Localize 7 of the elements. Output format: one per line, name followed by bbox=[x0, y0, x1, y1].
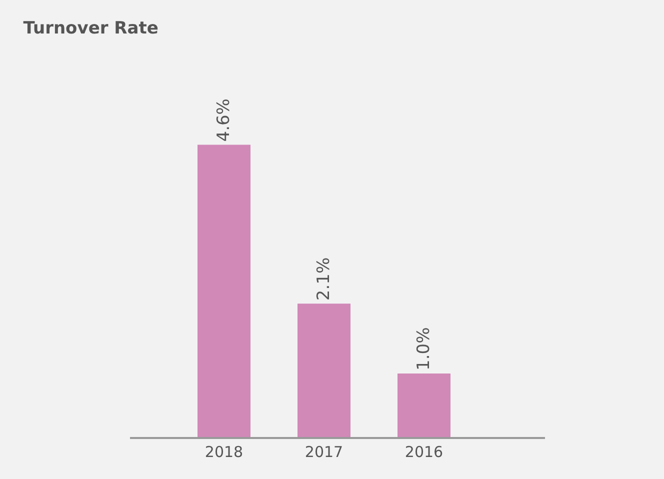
data-label: 1.0% bbox=[414, 327, 434, 370]
x-tick-label: 2017 bbox=[304, 443, 344, 461]
data-label: 2.1% bbox=[314, 257, 334, 301]
x-tick-label: 2018 bbox=[204, 443, 244, 461]
x-tick-label: 2016 bbox=[404, 443, 444, 461]
chart-title: Turnover Rate bbox=[23, 18, 158, 38]
data-label: 4.6% bbox=[214, 98, 234, 142]
